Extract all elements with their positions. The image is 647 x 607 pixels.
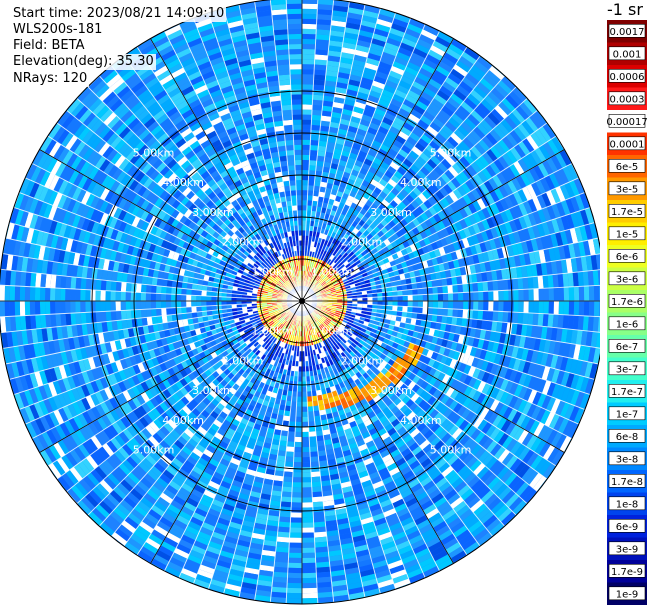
colorbar-label: 0.0001 <box>610 139 645 150</box>
range-ring-labels: 1.00km 1.00km 1.00km 1.00km 2.00km 2.00km 2.00… <box>133 147 472 457</box>
range-ring-label: 4.00km <box>400 176 442 189</box>
colorbar-label: 0.0017 <box>610 27 645 38</box>
colorbar-label: 1e-5 <box>616 229 639 240</box>
colorbar-label: 6e-7 <box>616 342 639 353</box>
ppi-plot: 1.00km 1.00km 1.00km 1.00km 2.00km 2.00km 2.00… <box>0 0 600 605</box>
device-label: WLS200s-181 <box>11 22 105 38</box>
colorbar-label: 0.00017 <box>607 117 647 128</box>
colorbar-label: 1.7e-5 <box>611 207 643 218</box>
range-ring-label: 1.00km <box>311 325 353 338</box>
range-ring-label: 3.00km <box>192 206 234 219</box>
colorbar-label: 3e-6 <box>616 274 639 285</box>
range-ring-label: 2.00km <box>341 236 383 249</box>
range-ring-label: 5.00km <box>430 444 472 457</box>
colorbar-label: 1e-8 <box>616 499 639 510</box>
range-ring-label: 1.00km <box>252 325 294 338</box>
colorbar-label: 3e-7 <box>616 364 639 375</box>
range-ring-label: 2.00km <box>222 354 264 367</box>
range-ring-label: 1.00km <box>252 265 294 278</box>
range-ring-label: 1.00km <box>311 265 353 278</box>
colorbar-unit: -1 sr <box>607 0 643 19</box>
colorbar-label: 6e-5 <box>616 162 639 173</box>
spoke-lines <box>0 0 600 604</box>
range-ring-label: 5.00km <box>133 444 175 457</box>
colorbar-label: 3e-9 <box>616 544 639 555</box>
colorbar-label: 6e-6 <box>616 252 639 263</box>
range-ring-label: 5.00km <box>133 147 175 160</box>
range-ring-label: 4.00km <box>162 176 204 189</box>
range-ring-label: 2.00km <box>222 236 264 249</box>
colorbar-label: 1.7e-9 <box>611 567 643 578</box>
range-ring-label: 4.00km <box>400 414 442 427</box>
range-ring-label: 3.00km <box>370 384 412 397</box>
elevation-label: Elevation(deg): 35.30 <box>11 54 156 70</box>
colorbar-label: 0.0006 <box>610 72 645 83</box>
field-label: Field: BETA <box>11 38 87 54</box>
colorbar-label: 3e-5 <box>616 184 639 195</box>
range-ring-label: 3.00km <box>192 384 234 397</box>
start-time-label: Start time: 2023/08/21 14:09:10 <box>11 6 227 22</box>
range-ring-label: 5.00km <box>430 147 472 160</box>
range-rings <box>0 0 600 605</box>
colorbar-label: 1.7e-8 <box>611 477 643 488</box>
range-ring-label: 3.00km <box>370 206 412 219</box>
colorbar-label: 0.0003 <box>610 94 645 105</box>
colorbar-label: 6e-9 <box>616 522 639 533</box>
colorbar-label: 1.7e-6 <box>611 297 643 308</box>
range-ring-label: 2.00km <box>341 354 383 367</box>
range-ring-label: 4.00km <box>162 414 204 427</box>
ppi-cells <box>0 0 600 604</box>
colorbar-label: 6e-8 <box>616 432 639 443</box>
colorbar-label: 1e-6 <box>616 319 639 330</box>
nrays-label: NRays: 120 <box>11 71 90 87</box>
colorbar-label: 1e-7 <box>616 409 639 420</box>
colorbar-label: 1.7e-7 <box>611 387 643 398</box>
colorbar-label: 1e-9 <box>616 589 639 600</box>
colorbar-label: 3e-8 <box>616 454 639 465</box>
colorbar-label: 0.001 <box>613 49 642 60</box>
colorbar: 0.0017 0.001 0.0006 0.0003 0.00017 0.0001 6e-5… <box>607 20 647 605</box>
